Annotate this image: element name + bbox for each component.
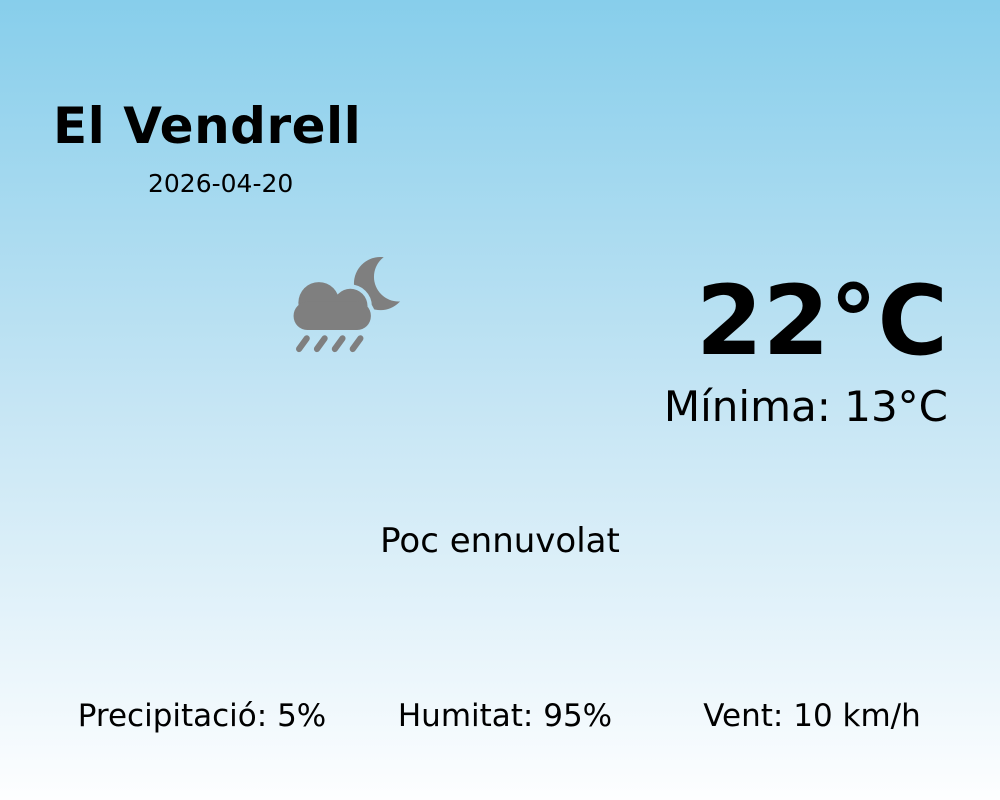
date: 2026-04-20 xyxy=(148,169,294,198)
precipitation-value: Precipitació: 5% xyxy=(77,698,327,734)
condition-text: Poc ennuvolat xyxy=(380,521,620,561)
night-rain-icon xyxy=(293,256,407,353)
moon-icon xyxy=(353,256,407,311)
wind-value: Vent: 10 km/h xyxy=(703,698,921,734)
current-temperature: 22°C xyxy=(695,265,948,377)
cloud-icon xyxy=(293,282,371,331)
humidity-value: Humitat: 95% xyxy=(397,698,613,734)
location-name: El Vendrell xyxy=(53,97,362,155)
minimum-temperature: Mínima: 13°C xyxy=(663,382,948,431)
rain-icon xyxy=(295,335,364,353)
